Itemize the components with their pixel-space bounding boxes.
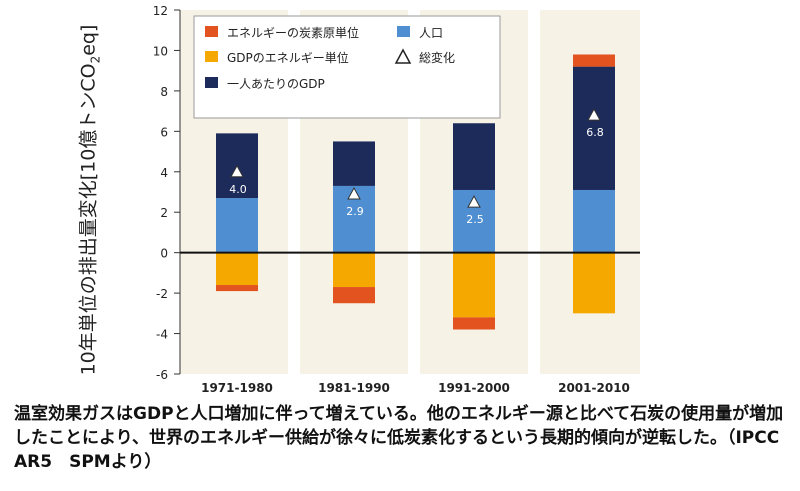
- legend-swatch: [397, 26, 410, 37]
- bar-segment: [216, 285, 258, 292]
- total-change-label: 2.9: [346, 205, 364, 218]
- legend-label: GDPのエネルギー単位: [227, 50, 349, 65]
- total-change-label: 2.5: [466, 213, 484, 226]
- total-change-marker: [347, 186, 361, 200]
- total-change-marker: [467, 195, 481, 208]
- legend-swatch: [205, 77, 218, 88]
- legend-box: [193, 15, 501, 119]
- x-tick-label: 1981-1990: [318, 381, 390, 395]
- caption-text: 温室効果ガスはGDPと人口増加に伴って増えている。他のエネルギー源と比べて石炭の…: [14, 404, 797, 472]
- y-tick-label: -4: [156, 328, 168, 342]
- legend-label: 総変化: [419, 50, 455, 65]
- total-change-label: 6.8: [586, 126, 604, 139]
- bar-segment: [333, 141, 375, 186]
- bar-segment: [573, 54, 615, 67]
- bar-segment: [333, 252, 375, 288]
- y-tick-label: 2: [160, 206, 168, 220]
- legend-label: 人口: [419, 26, 443, 40]
- emissions-chart: -6 -4 -2 0 2 4 6 8 10 12 1971-1980 1981-1990 1991-20…: [153, 4, 640, 395]
- y-tick-label: -6: [156, 368, 168, 382]
- bar-segment: [216, 252, 258, 286]
- total-change-label: 4.0: [229, 183, 247, 196]
- y-tick-label: 0: [160, 247, 168, 261]
- y-tick-label: -2: [156, 287, 168, 301]
- bar-segment: [573, 189, 615, 253]
- x-tick-label: 2001-2010: [558, 381, 630, 395]
- y-axis-label: 10年単位の排出量変化[10億トンCO2eq]: [77, 24, 103, 376]
- legend-label: エネルギーの炭素原単位: [227, 25, 359, 40]
- legend-swatch: [205, 51, 218, 62]
- bar-segment: [453, 252, 495, 318]
- bar-segment: [573, 252, 615, 314]
- bar-segment: [453, 317, 495, 330]
- bar-segment: [573, 66, 615, 190]
- y-tick-label: 4: [160, 166, 168, 180]
- bar-segment: [216, 198, 258, 253]
- total-change-marker: [587, 108, 601, 121]
- x-tick-label: 1991-2000: [438, 381, 510, 395]
- legend-label: 一人あたりのGDP: [227, 77, 325, 91]
- x-tick-label: 1971-1980: [201, 381, 273, 395]
- bar-segment: [333, 287, 375, 304]
- total-change-marker: [230, 164, 244, 178]
- y-tick-label: 8: [160, 85, 168, 99]
- legend-swatch-total: [394, 48, 412, 64]
- y-tick-label: 10: [153, 44, 168, 58]
- legend-swatch: [205, 26, 218, 37]
- y-tick-label: 6: [160, 125, 168, 139]
- bar-segment: [453, 123, 495, 190]
- y-tick-label: 12: [153, 4, 168, 18]
